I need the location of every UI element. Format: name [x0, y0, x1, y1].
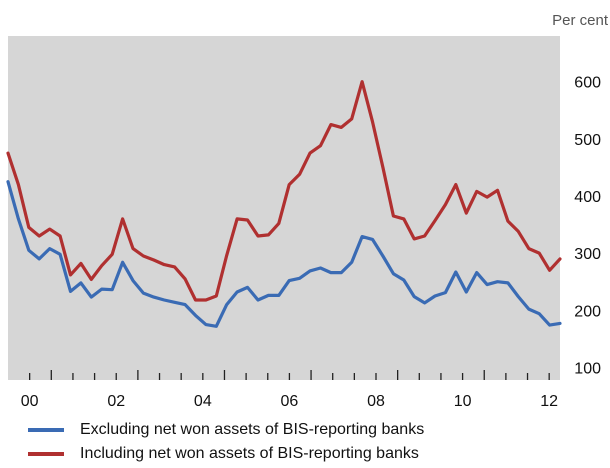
legend: Excluding net won assets of BIS-reportin… — [28, 418, 424, 466]
legend-item-excluding: Excluding net won assets of BIS-reportin… — [28, 418, 424, 442]
x-tick-label: 00 — [21, 393, 39, 410]
tick-labels: 00 02 04 06 08 10 12 100 200 300 400 500 600 — [21, 75, 601, 410]
x-tick-label: 10 — [454, 393, 472, 410]
y-tick-label: 300 — [574, 246, 601, 263]
legend-swatch-including — [28, 452, 64, 456]
x-tick-label: 08 — [367, 393, 385, 410]
series-line-including — [6, 80, 562, 302]
legend-label-excluding: Excluding net won assets of BIS-reportin… — [80, 421, 425, 438]
x-tick-label: 02 — [107, 393, 125, 410]
y-tick-label: 200 — [574, 303, 601, 320]
y-tick-label: 500 — [574, 132, 601, 149]
y-tick-label: 400 — [574, 189, 601, 206]
unit-label: Per cent — [552, 12, 608, 29]
x-tick-label: 12 — [540, 393, 558, 410]
legend-item-including: Including net won assets of BIS-reportin… — [28, 442, 424, 466]
legend-label-including: Including net won assets of BIS-reportin… — [80, 445, 419, 462]
y-tick-label: 100 — [574, 360, 601, 377]
x-tick-label: 06 — [281, 393, 299, 410]
x-tick-label: 04 — [194, 393, 212, 410]
legend-swatch-excluding — [28, 428, 64, 432]
series-line-excluding — [6, 180, 562, 328]
axis-ticks — [28, 370, 550, 380]
series-lines — [6, 80, 562, 328]
y-tick-label: 600 — [574, 75, 601, 92]
